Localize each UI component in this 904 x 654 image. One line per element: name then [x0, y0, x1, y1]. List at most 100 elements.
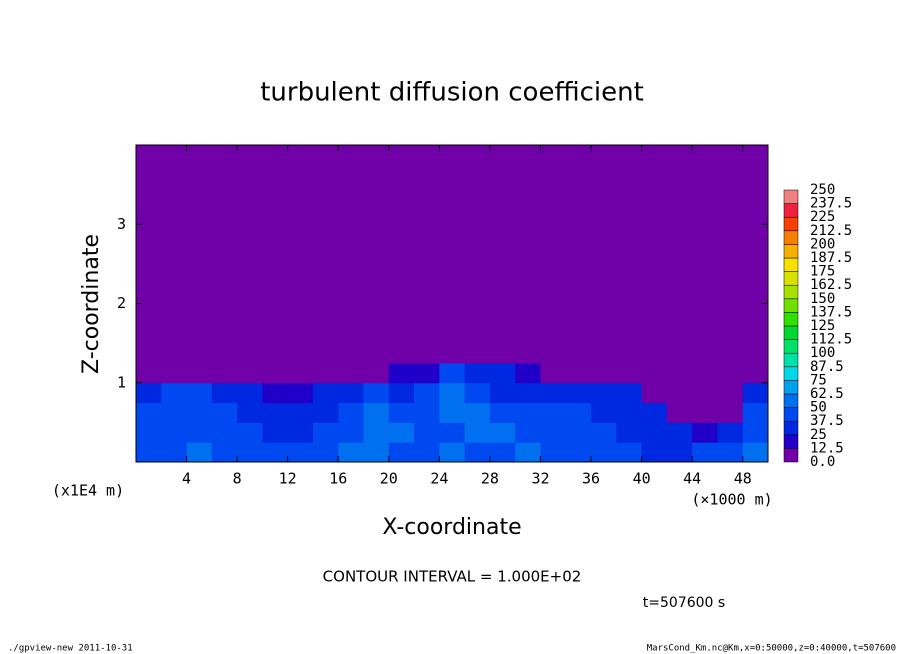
time-label: t=507600 s [643, 595, 725, 611]
heatmap-cell [515, 382, 541, 404]
heatmap-cell [338, 145, 365, 364]
heatmap-cell [717, 442, 744, 463]
heatmap-cell [287, 442, 314, 463]
y-tick-label: 3 [117, 215, 126, 233]
heatmap-cell [717, 382, 744, 404]
colorbar-label: 12.5 [810, 440, 844, 456]
heatmap-cell [237, 402, 263, 423]
heatmap-cell [692, 145, 718, 364]
heatmap-cell [464, 402, 491, 423]
contour-interval: CONTOUR INTERVAL = 1.000E+02 [323, 568, 582, 586]
heatmap-cell [591, 362, 617, 384]
heatmap-cell [666, 422, 693, 443]
heatmap-cell [489, 422, 516, 443]
heatmap-cell [489, 442, 516, 463]
heatmap-cell [464, 382, 491, 404]
heatmap-cell [692, 402, 718, 423]
colorbar-label: 175 [810, 264, 835, 280]
colorbar-box [783, 271, 799, 286]
colorbar-box [783, 420, 799, 436]
colorbar-box [783, 203, 799, 218]
heatmap-cell [540, 442, 567, 463]
heatmap-cell [186, 422, 213, 443]
heatmap-cell [464, 422, 491, 443]
heatmap-cell [641, 422, 668, 443]
heatmap-cell [666, 402, 693, 423]
colorbar-label: 137.5 [810, 304, 852, 320]
heatmap-cell [515, 442, 541, 463]
heatmap-cell [287, 402, 314, 423]
heatmap-cell [312, 422, 339, 443]
heatmap-cell [287, 362, 314, 384]
heatmap-cell [388, 442, 415, 463]
heatmap-cell [338, 402, 365, 423]
footer-left: ./gpview-new 2011-10-31 [8, 644, 133, 654]
heatmap-cell [641, 442, 668, 463]
colorbar-box [783, 380, 799, 395]
heatmap-cell [565, 382, 592, 404]
heatmap-cell [464, 442, 491, 463]
heatmap-cell [363, 145, 390, 364]
heatmap-cell [414, 382, 440, 404]
heatmap-cell [338, 382, 365, 404]
heatmap-cell [161, 402, 188, 423]
heatmap-cell [186, 145, 213, 364]
colorbar-box [783, 434, 799, 449]
heatmap-cell [439, 422, 466, 443]
x-tick-label: 4 [182, 470, 191, 488]
footer-right: MarsCond_Km.nc@Km,x=0:50000,z=0:40000,t=… [647, 644, 896, 654]
heatmap-cell [338, 442, 365, 463]
heatmap-cell [287, 145, 314, 364]
heatmap-cell [464, 145, 491, 364]
heatmap-cell [641, 382, 668, 404]
heatmap-cell [186, 382, 213, 404]
heatmap-cell [338, 362, 365, 384]
heatmap-cell [287, 422, 314, 443]
heatmap-cell [540, 362, 567, 384]
heatmap-cell [237, 145, 263, 364]
heatmap-cell [237, 362, 263, 384]
heatmap-cell [136, 422, 162, 443]
colorbar-box [783, 448, 799, 463]
heatmap-cell [616, 382, 643, 404]
heatmap-cell [742, 402, 769, 423]
heatmap-cell [489, 382, 516, 404]
heatmap-cell [211, 362, 238, 384]
x-tick-label: 8 [233, 470, 242, 488]
heatmap-cell [540, 382, 567, 404]
colorbar-label: 150 [810, 291, 835, 307]
colorbar-box [783, 407, 799, 422]
x-unit-label: (×1000 m) [691, 491, 772, 509]
heatmap-cell [237, 422, 263, 443]
heatmap-cell [742, 362, 769, 384]
heatmap-cell [186, 362, 213, 384]
heatmap-cell [363, 442, 390, 463]
heatmap-cell [414, 402, 440, 423]
heatmap-cell [464, 362, 491, 384]
heatmap-cell [363, 422, 390, 443]
heatmap-cell [565, 442, 592, 463]
colorbar-label: 237.5 [810, 196, 852, 212]
x-tick-label: 48 [734, 470, 752, 488]
x-tick-label: 32 [531, 470, 549, 488]
heatmap-cell [211, 422, 238, 443]
heatmap-cell [666, 442, 693, 463]
colorbar-label: 37.5 [810, 413, 844, 429]
heatmap-cell [161, 382, 188, 404]
heatmap-cell [136, 402, 162, 423]
colorbar-label: 0.0 [810, 454, 835, 470]
heatmap-cell [616, 362, 643, 384]
colorbar-box [783, 312, 799, 327]
colorbar-label: 50 [810, 400, 827, 416]
heatmap-cell [540, 145, 567, 364]
heatmap-cell [161, 362, 188, 384]
heatmap-cell [692, 442, 718, 463]
heatmap-cell [161, 422, 188, 443]
x-tick-label: 28 [481, 470, 499, 488]
x-tick-label: 16 [329, 470, 347, 488]
heatmap-cell [262, 442, 289, 463]
colorbar-label: 87.5 [810, 359, 844, 375]
x-tick-label: 36 [582, 470, 600, 488]
x-tick-label: 24 [430, 470, 448, 488]
heatmap-cell [717, 145, 744, 364]
